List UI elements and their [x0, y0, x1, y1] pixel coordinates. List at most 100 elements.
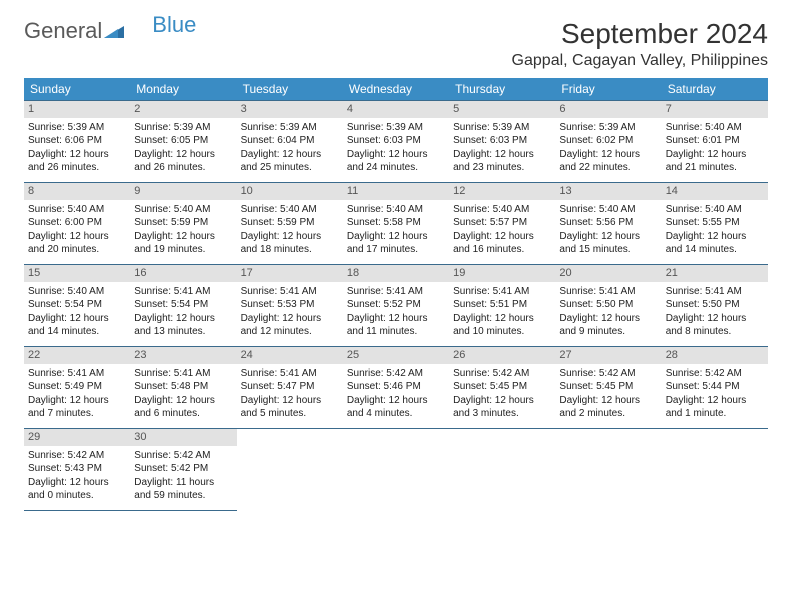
cell-line: Daylight: 12 hours	[347, 230, 445, 244]
day-number: 13	[555, 183, 661, 200]
day-number: 30	[130, 429, 236, 446]
cell-line: and 3 minutes.	[453, 407, 551, 421]
cell-line: Sunrise: 5:41 AM	[134, 367, 232, 381]
calendar-cell: 15Sunrise: 5:40 AMSunset: 5:54 PMDayligh…	[24, 265, 130, 347]
weekday-header: Saturday	[662, 78, 768, 101]
calendar-row: 22Sunrise: 5:41 AMSunset: 5:49 PMDayligh…	[24, 347, 768, 429]
cell-line: Daylight: 12 hours	[559, 394, 657, 408]
cell-line: Daylight: 11 hours	[134, 476, 232, 490]
cell-line: and 14 minutes.	[28, 325, 126, 339]
cell-line: Sunrise: 5:42 AM	[666, 367, 764, 381]
day-number: 11	[343, 183, 449, 200]
day-number: 10	[237, 183, 343, 200]
cell-line: Daylight: 12 hours	[134, 312, 232, 326]
day-number: 4	[343, 101, 449, 118]
cell-line: Sunset: 6:01 PM	[666, 134, 764, 148]
cell-line: Daylight: 12 hours	[134, 394, 232, 408]
day-number: 15	[24, 265, 130, 282]
calendar-cell: 19Sunrise: 5:41 AMSunset: 5:51 PMDayligh…	[449, 265, 555, 347]
weekday-header: Sunday	[24, 78, 130, 101]
day-number: 2	[130, 101, 236, 118]
cell-line: Daylight: 12 hours	[28, 312, 126, 326]
calendar-cell: 13Sunrise: 5:40 AMSunset: 5:56 PMDayligh…	[555, 183, 661, 265]
day-number: 14	[662, 183, 768, 200]
day-number: 9	[130, 183, 236, 200]
day-number: 26	[449, 347, 555, 364]
logo: General Blue	[24, 18, 196, 44]
cell-line: and 11 minutes.	[347, 325, 445, 339]
cell-line: Daylight: 12 hours	[241, 230, 339, 244]
cell-line: and 17 minutes.	[347, 243, 445, 257]
cell-line: Sunset: 5:59 PM	[241, 216, 339, 230]
cell-line: and 20 minutes.	[28, 243, 126, 257]
cell-line: Sunrise: 5:41 AM	[241, 285, 339, 299]
cell-line: and 4 minutes.	[347, 407, 445, 421]
location-text: Gappal, Cagayan Valley, Philippines	[512, 52, 768, 70]
cell-line: Sunset: 5:44 PM	[666, 380, 764, 394]
calendar-cell: 28Sunrise: 5:42 AMSunset: 5:44 PMDayligh…	[662, 347, 768, 429]
cell-line: Sunrise: 5:39 AM	[453, 121, 551, 135]
calendar-cell: 1Sunrise: 5:39 AMSunset: 6:06 PMDaylight…	[24, 101, 130, 183]
day-number: 6	[555, 101, 661, 118]
cell-line: Daylight: 12 hours	[28, 148, 126, 162]
calendar-cell: 18Sunrise: 5:41 AMSunset: 5:52 PMDayligh…	[343, 265, 449, 347]
weekday-header: Tuesday	[237, 78, 343, 101]
calendar-cell: 6Sunrise: 5:39 AMSunset: 6:02 PMDaylight…	[555, 101, 661, 183]
header: General Blue September 2024 Gappal, Caga…	[24, 18, 768, 70]
calendar-cell: 17Sunrise: 5:41 AMSunset: 5:53 PMDayligh…	[237, 265, 343, 347]
cell-line: and 12 minutes.	[241, 325, 339, 339]
calendar-cell: 9Sunrise: 5:40 AMSunset: 5:59 PMDaylight…	[130, 183, 236, 265]
cell-line: Sunrise: 5:41 AM	[241, 367, 339, 381]
cell-line: Sunset: 5:43 PM	[28, 462, 126, 476]
page-title: September 2024	[512, 18, 768, 50]
cell-line: Sunset: 5:50 PM	[559, 298, 657, 312]
cell-line: Daylight: 12 hours	[559, 230, 657, 244]
cell-line: Sunrise: 5:41 AM	[134, 285, 232, 299]
cell-line: and 18 minutes.	[241, 243, 339, 257]
calendar-cell: 26Sunrise: 5:42 AMSunset: 5:45 PMDayligh…	[449, 347, 555, 429]
logo-text-2: Blue	[152, 12, 196, 38]
cell-line: Sunrise: 5:41 AM	[666, 285, 764, 299]
calendar-cell	[343, 429, 449, 511]
cell-line: Sunset: 6:04 PM	[241, 134, 339, 148]
cell-line: Daylight: 12 hours	[28, 476, 126, 490]
cell-line: Daylight: 12 hours	[559, 312, 657, 326]
cell-line: Daylight: 12 hours	[241, 312, 339, 326]
day-number: 22	[24, 347, 130, 364]
weekday-header: Friday	[555, 78, 661, 101]
calendar-row: 8Sunrise: 5:40 AMSunset: 6:00 PMDaylight…	[24, 183, 768, 265]
day-number: 18	[343, 265, 449, 282]
calendar-cell	[237, 429, 343, 511]
cell-line: Sunrise: 5:41 AM	[559, 285, 657, 299]
cell-line: Sunrise: 5:39 AM	[134, 121, 232, 135]
calendar-cell: 16Sunrise: 5:41 AMSunset: 5:54 PMDayligh…	[130, 265, 236, 347]
cell-line: Daylight: 12 hours	[347, 148, 445, 162]
cell-line: Daylight: 12 hours	[241, 148, 339, 162]
cell-line: and 1 minute.	[666, 407, 764, 421]
cell-line: Daylight: 12 hours	[453, 312, 551, 326]
cell-line: Sunset: 6:00 PM	[28, 216, 126, 230]
calendar-cell: 4Sunrise: 5:39 AMSunset: 6:03 PMDaylight…	[343, 101, 449, 183]
day-number: 3	[237, 101, 343, 118]
cell-line: and 59 minutes.	[134, 489, 232, 503]
cell-line: Sunrise: 5:42 AM	[134, 449, 232, 463]
cell-line: Daylight: 12 hours	[666, 312, 764, 326]
cell-line: and 14 minutes.	[666, 243, 764, 257]
cell-line: Sunset: 6:03 PM	[347, 134, 445, 148]
cell-line: and 21 minutes.	[666, 161, 764, 175]
day-number: 20	[555, 265, 661, 282]
calendar-cell: 8Sunrise: 5:40 AMSunset: 6:00 PMDaylight…	[24, 183, 130, 265]
cell-line: Sunset: 5:51 PM	[453, 298, 551, 312]
cell-line: Sunset: 6:03 PM	[453, 134, 551, 148]
logo-arrow-icon	[104, 18, 124, 44]
cell-line: Sunset: 5:57 PM	[453, 216, 551, 230]
cell-line: Sunset: 5:54 PM	[28, 298, 126, 312]
cell-line: Sunrise: 5:42 AM	[559, 367, 657, 381]
cell-line: Sunrise: 5:39 AM	[28, 121, 126, 135]
cell-line: and 19 minutes.	[134, 243, 232, 257]
cell-line: and 26 minutes.	[28, 161, 126, 175]
cell-line: Daylight: 12 hours	[453, 394, 551, 408]
cell-line: Sunrise: 5:41 AM	[347, 285, 445, 299]
cell-line: Sunrise: 5:41 AM	[453, 285, 551, 299]
cell-line: Daylight: 12 hours	[134, 230, 232, 244]
